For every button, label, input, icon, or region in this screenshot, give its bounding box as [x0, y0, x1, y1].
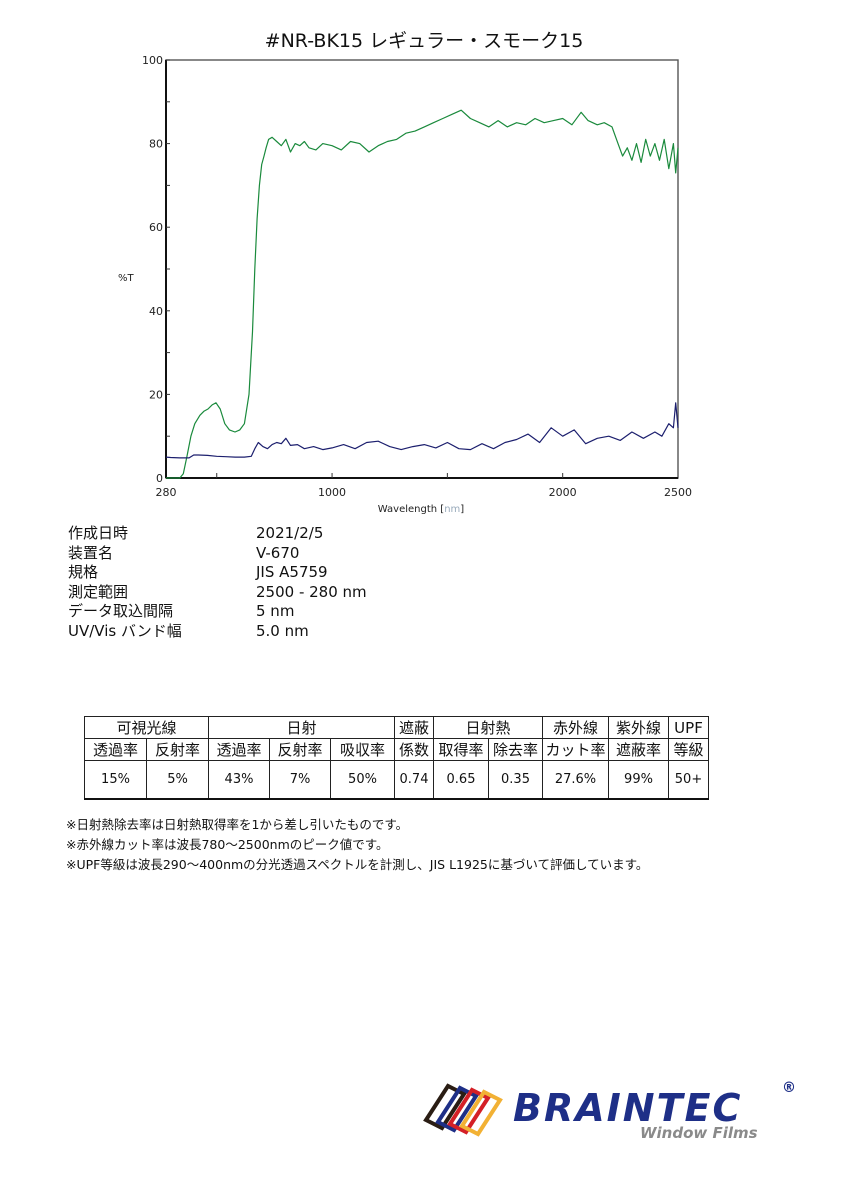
- svg-text:20: 20: [149, 388, 163, 401]
- svg-text:280: 280: [156, 486, 177, 499]
- subheader-uv-block: 遮蔽率: [608, 738, 669, 761]
- subheader-vis-reflectance: 反射率: [146, 738, 209, 761]
- meta-value: 5 nm: [256, 602, 295, 620]
- header-uv-top: 紫外線: [608, 716, 669, 739]
- header-solar: 日射: [208, 716, 395, 739]
- subheader-solar-absorptance: 吸収率: [330, 738, 395, 761]
- header-solar-heat: 日射熱: [433, 716, 543, 739]
- braintec-logo: BRAINTEC ® Window Films: [418, 1080, 798, 1146]
- footnotes: ※日射熱除去率は日射熱取得率を1から差し引いたものです。 ※赤外線カット率は波長…: [66, 815, 648, 875]
- subheader-vis-transmittance: 透過率: [84, 738, 147, 761]
- chart-title: #NR-BK15 レギュラー・スモーク15: [264, 30, 584, 52]
- footnote: ※UPF等級は波長290～400nmの分光透過スペクトルを計測し、JIS L19…: [66, 857, 649, 872]
- transmittance-line: [166, 109, 679, 479]
- meta-value: 2500 - 280 nm: [256, 582, 367, 601]
- meta-row-interval: データ取込間隔 5 nm: [68, 602, 367, 622]
- header-visible-light: 可視光線: [84, 716, 209, 739]
- plot-frame: [165, 59, 679, 479]
- table-row: 15% 5% 43% 7% 50% 0.74 0.65 0.35 27.6% 9…: [84, 760, 709, 800]
- value-solar-transmittance: 43%: [208, 760, 270, 800]
- subheader-shading-coefficient: 係数: [394, 738, 434, 761]
- subheader-ir-cut: カット率: [542, 738, 609, 761]
- brand-name: BRAINTEC: [513, 1086, 743, 1130]
- x-ticks: 280 1000 2000 2500: [156, 473, 692, 499]
- subheader-solar-transmittance: 透過率: [208, 738, 270, 761]
- value-ir-cut: 27.6%: [542, 760, 609, 800]
- value-vis-transmittance: 15%: [84, 760, 147, 800]
- value-heat-gain: 0.65: [433, 760, 489, 800]
- meta-key: 作成日時: [68, 524, 129, 542]
- meta-row-bandwidth: UV/Vis バンド幅 5.0 nm: [68, 622, 367, 642]
- meta-key: 規格: [68, 563, 99, 581]
- x-axis-label: Wavelength [nm]: [378, 504, 465, 515]
- meta-row-range: 測定範囲 2500 - 280 nm: [68, 583, 367, 603]
- meta-value: V-670: [256, 543, 300, 562]
- meta-key: 測定範囲: [68, 582, 129, 601]
- svg-text:1000: 1000: [318, 486, 346, 499]
- series-layer: [165, 109, 679, 479]
- meta-row-device: 装置名 V-670: [68, 544, 367, 564]
- meta-value: 2021/2/5: [256, 524, 324, 542]
- svg-text:60: 60: [149, 221, 163, 234]
- value-solar-absorptance: 50%: [330, 760, 395, 800]
- performance-table: 可視光線 日射 遮蔽 日射熱 赤外線 紫外線 UPF 透過率 反射率 透過率 反…: [84, 716, 709, 800]
- meta-value: JIS A5759: [256, 563, 328, 581]
- value-uv-block: 99%: [608, 760, 669, 800]
- subheader-heat-rejection: 除去率: [488, 738, 543, 761]
- y-axis-label: %T: [118, 273, 135, 284]
- value-shading-coefficient: 0.74: [394, 760, 434, 800]
- meta-row-standard: 規格 JIS A5759: [68, 563, 367, 583]
- subheader-heat-gain: 取得率: [433, 738, 489, 761]
- y-ticks: 0 20 40 60 80 100: [142, 54, 170, 485]
- registered-mark: ®: [782, 1080, 796, 1096]
- svg-text:100: 100: [142, 54, 163, 67]
- svg-text:0: 0: [156, 472, 163, 485]
- subheader-solar-reflectance: 反射率: [269, 738, 331, 761]
- subheader-upf-grade: 等級: [668, 738, 709, 761]
- svg-text:2500: 2500: [664, 486, 692, 499]
- value-vis-reflectance: 5%: [146, 760, 209, 800]
- reflectance-line: [165, 402, 679, 459]
- svg-text:2000: 2000: [549, 486, 577, 499]
- meta-key: 装置名: [68, 543, 114, 562]
- spectrum-chart: 0 20 40 60 80 100 280 1000 2000 2500 %T Waveleng…: [118, 54, 692, 515]
- header-upf-top: UPF: [668, 716, 709, 739]
- footnote: ※日射熱除去率は日射熱取得率を1から差し引いたものです。: [66, 817, 409, 832]
- footnote: ※赤外線カット率は波長780～2500nmのピーク値です。: [66, 837, 389, 852]
- header-ir-top: 赤外線: [542, 716, 609, 739]
- meta-row-date: 作成日時 2021/2/5: [68, 524, 367, 544]
- header-shading-top: 遮蔽: [394, 716, 434, 739]
- meta-value: 5.0 nm: [256, 621, 309, 640]
- value-upf-grade: 50+: [668, 760, 709, 800]
- measurement-info: 作成日時 2021/2/5 装置名 V-670 規格 JIS A5759 測定範囲 25…: [68, 524, 367, 641]
- value-heat-rejection: 0.35: [488, 760, 543, 800]
- svg-text:40: 40: [149, 305, 163, 318]
- meta-key: UV/Vis バンド幅: [68, 621, 182, 640]
- value-solar-reflectance: 7%: [269, 760, 331, 800]
- meta-key: データ取込間隔: [68, 602, 174, 620]
- svg-text:80: 80: [149, 138, 163, 151]
- brand-tagline: Window Films: [640, 1124, 758, 1142]
- frames-logo-icon: [423, 1083, 503, 1137]
